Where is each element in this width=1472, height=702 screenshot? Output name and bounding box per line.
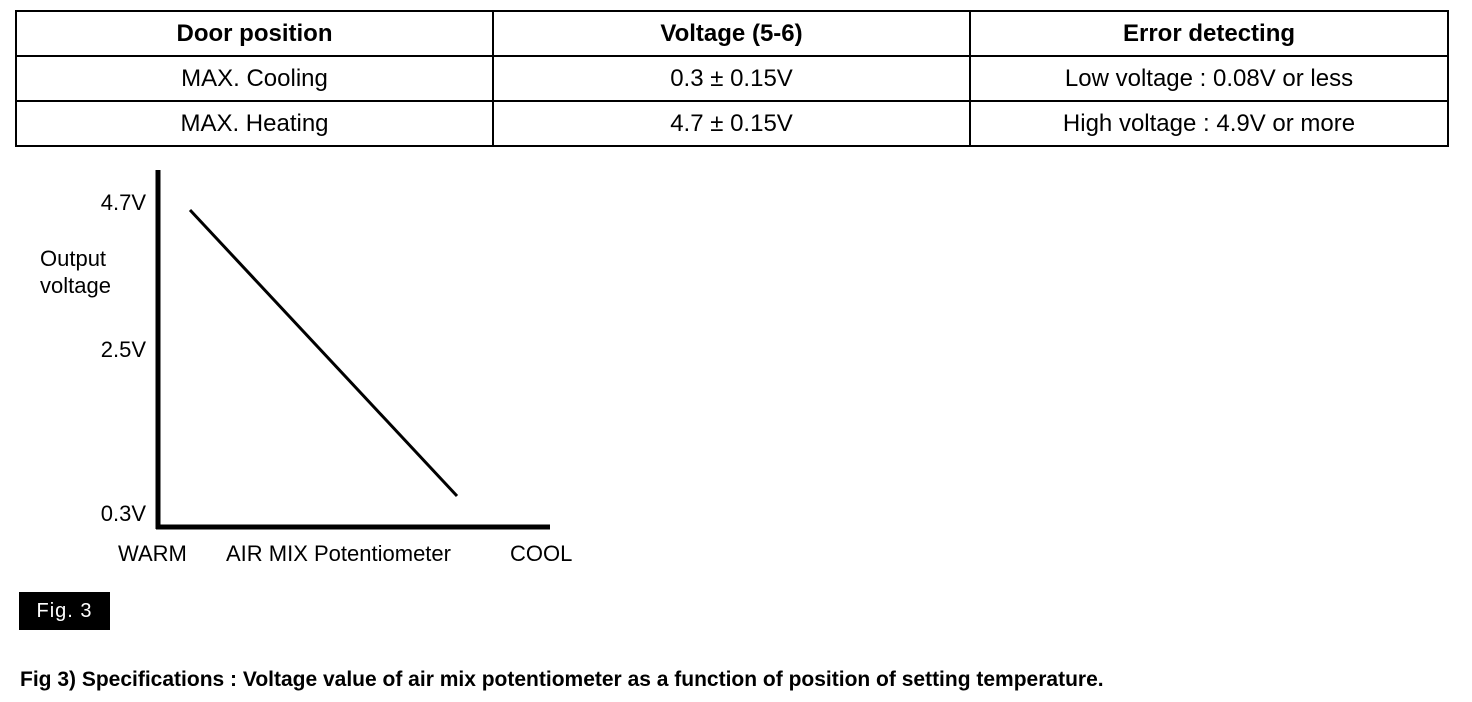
- x-label-center: AIR MIX Potentiometer: [226, 541, 451, 566]
- table-header-row: Door position Voltage (5-6) Error detect…: [15, 10, 1449, 57]
- table-row: MAX. Heating 4.7 ± 0.15V High voltage : …: [15, 100, 1449, 147]
- cell-voltage: 4.7 ± 0.15V: [492, 100, 971, 147]
- y-tick-label: 0.3V: [101, 501, 147, 526]
- table-row: MAX. Cooling 0.3 ± 0.15V Low voltage : 0…: [15, 55, 1449, 102]
- x-label-cool: COOL: [510, 541, 572, 566]
- cell-error-detecting: High voltage : 4.9V or more: [969, 100, 1449, 147]
- y-axis-label-line-2: voltage: [40, 273, 111, 298]
- header-error-detecting: Error detecting: [969, 10, 1449, 57]
- spec-table: Door position Voltage (5-6) Error detect…: [15, 10, 1449, 147]
- cell-door-position: MAX. Cooling: [15, 55, 494, 102]
- figure-badge: Fig. 3: [19, 592, 110, 630]
- series-line: [188, 208, 459, 498]
- figure-caption: Fig 3) Specifications : Voltage value of…: [20, 668, 1104, 691]
- cell-door-position: MAX. Heating: [15, 100, 494, 147]
- header-voltage: Voltage (5-6): [492, 10, 971, 57]
- y-axis-label-line-1: Output: [40, 246, 106, 271]
- x-label-warm: WARM: [118, 541, 187, 566]
- voltage-chart: Output voltage 4.7V 2.5V 0.3V WARM AIR M…: [40, 170, 572, 566]
- header-door-position: Door position: [15, 10, 494, 57]
- y-tick-label: 4.7V: [101, 190, 147, 215]
- cell-error-detecting: Low voltage : 0.08V or less: [969, 55, 1449, 102]
- cell-voltage: 0.3 ± 0.15V: [492, 55, 971, 102]
- y-tick-label: 2.5V: [101, 337, 147, 362]
